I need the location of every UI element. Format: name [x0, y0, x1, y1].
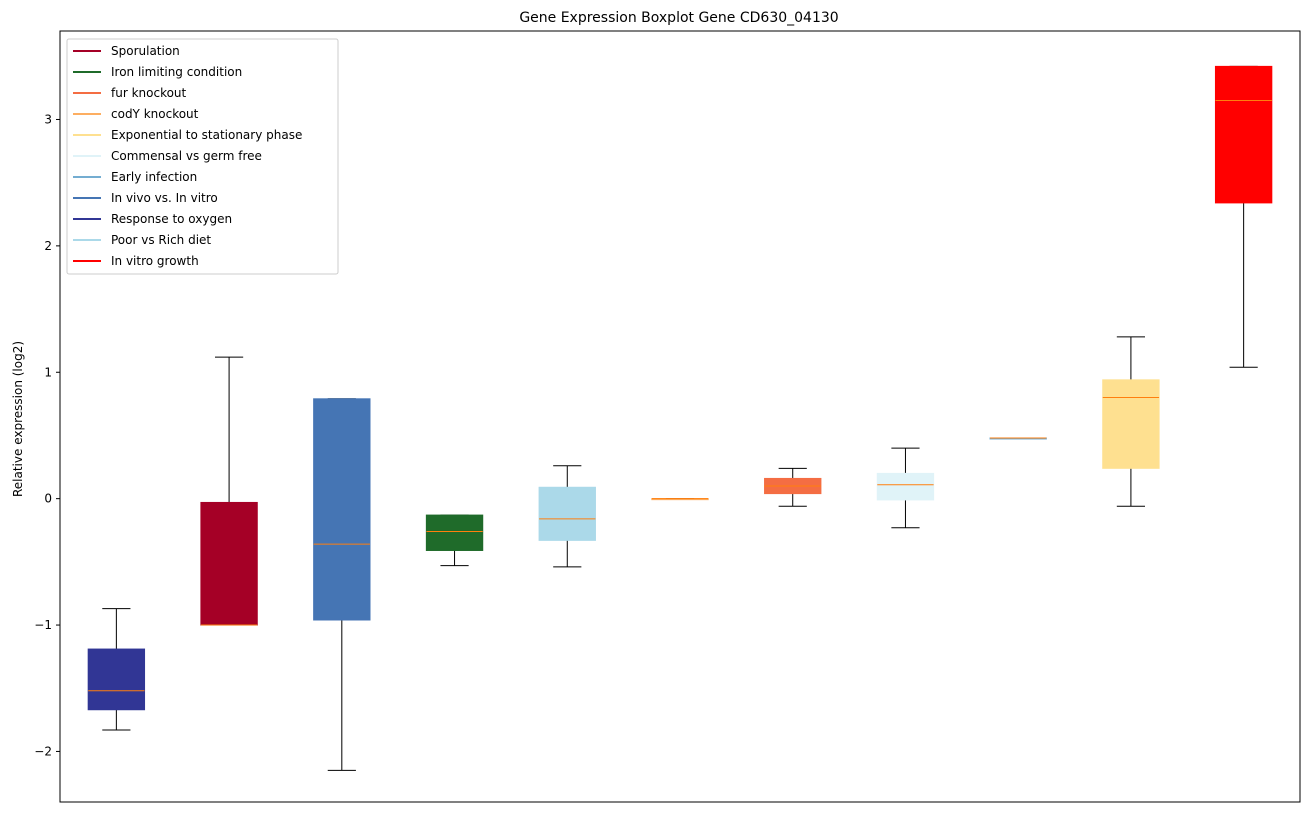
legend-frame	[66, 38, 339, 275]
box	[876, 472, 935, 501]
plot-area: −2 −1 0 1 2 3	[34, 30, 1301, 803]
legend-label: In vivo vs. In vitro	[111, 191, 218, 205]
box	[1214, 65, 1273, 204]
y-axis-label: Relative expression (log2)	[11, 341, 25, 497]
legend-entry: In vivo vs. In vitro	[73, 191, 218, 205]
y-tick-label: 0	[44, 492, 52, 506]
legend-label: fur knockout	[111, 86, 187, 100]
legend-entry: Sporulation	[73, 44, 180, 58]
chart-title: Gene Expression Boxplot Gene CD630_04130	[519, 10, 838, 26]
legend-label: Sporulation	[111, 44, 180, 58]
legend-label: Iron limiting condition	[111, 65, 242, 79]
legend-entry: Exponential to stationary phase	[73, 128, 302, 142]
legend-entry: Iron limiting condition	[73, 65, 242, 79]
legend-entry: codY knockout	[73, 107, 199, 121]
legend: Sporulation Iron limiting condition fur kn…	[66, 38, 339, 275]
legend-entry: Early infection	[73, 170, 197, 184]
legend-label: Poor vs Rich diet	[111, 233, 211, 247]
legend-label: codY knockout	[111, 107, 199, 121]
box	[200, 501, 258, 626]
legend-entry: Poor vs Rich diet	[73, 233, 211, 247]
box-group	[87, 608, 146, 731]
box-group	[200, 356, 258, 626]
legend-label: Commensal vs germ free	[111, 149, 262, 163]
y-tick-label: 2	[44, 239, 52, 253]
legend-entry: Response to oxygen	[73, 212, 232, 226]
legend-entry: Commensal vs germ free	[73, 149, 262, 163]
box-group	[1102, 336, 1160, 507]
box-group	[1214, 65, 1273, 368]
box-group	[651, 498, 709, 501]
box-group	[989, 437, 1047, 440]
legend-label: In vitro growth	[111, 254, 199, 268]
box-group	[764, 467, 822, 507]
box	[425, 514, 484, 551]
box	[1102, 379, 1160, 469]
y-tick-label: −1	[34, 618, 52, 632]
axes-frame	[59, 30, 1301, 803]
y-tick-label: 1	[44, 365, 52, 379]
y-tick-label: 3	[44, 112, 52, 126]
box-group	[313, 398, 371, 771]
box-group	[538, 465, 596, 568]
legend-label: Response to oxygen	[111, 212, 232, 226]
box	[538, 486, 596, 541]
legend-entry: fur knockout	[73, 86, 187, 100]
legend-label: Early infection	[111, 170, 197, 184]
box	[87, 648, 146, 711]
box-group	[425, 514, 484, 567]
legend-entry: In vitro growth	[73, 254, 199, 268]
legend-label: Exponential to stationary phase	[111, 128, 302, 142]
box	[313, 398, 371, 621]
box-group	[876, 447, 935, 529]
y-tick-label: −2	[34, 744, 52, 758]
